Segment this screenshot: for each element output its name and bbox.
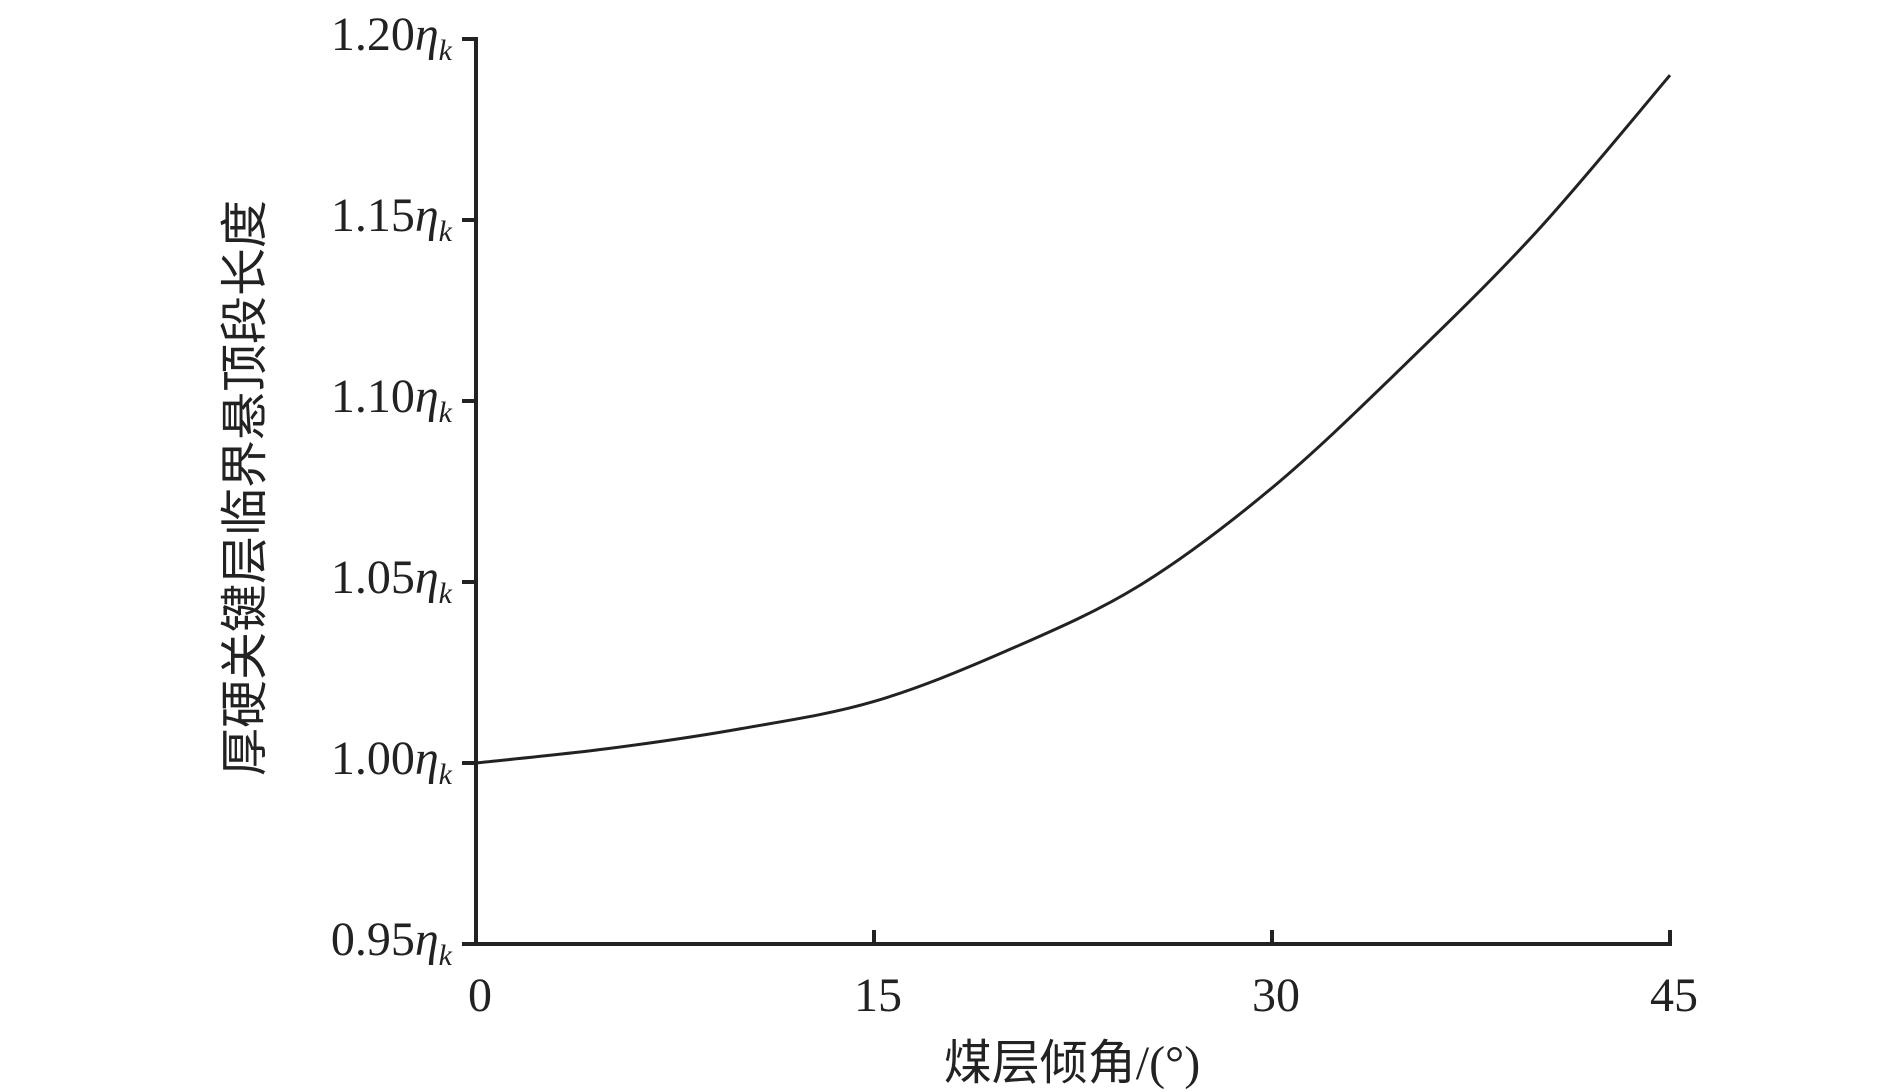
y-axis-title: 厚硬关键层临界悬顶段长度 (219, 200, 272, 776)
x-tick-label: 0 (468, 969, 492, 1022)
x-tick-label: 15 (854, 969, 902, 1022)
y-tick-label: 1.10ηk (331, 370, 453, 429)
y-tick-label: 1.15ηk (331, 189, 453, 248)
x-axis-title: 煤层倾角/(°) (944, 1037, 1201, 1090)
line (475, 74, 1672, 765)
x-tick-label: 30 (1252, 969, 1300, 1022)
y-tick-label: 0.95ηk (331, 913, 453, 972)
y-tick-label: 1.00ηk (331, 732, 453, 791)
x-tick-label: 45 (1650, 969, 1698, 1022)
y-tick-label: 1.20ηk (331, 8, 453, 67)
y-tick-label: 1.05ηk (331, 551, 453, 610)
